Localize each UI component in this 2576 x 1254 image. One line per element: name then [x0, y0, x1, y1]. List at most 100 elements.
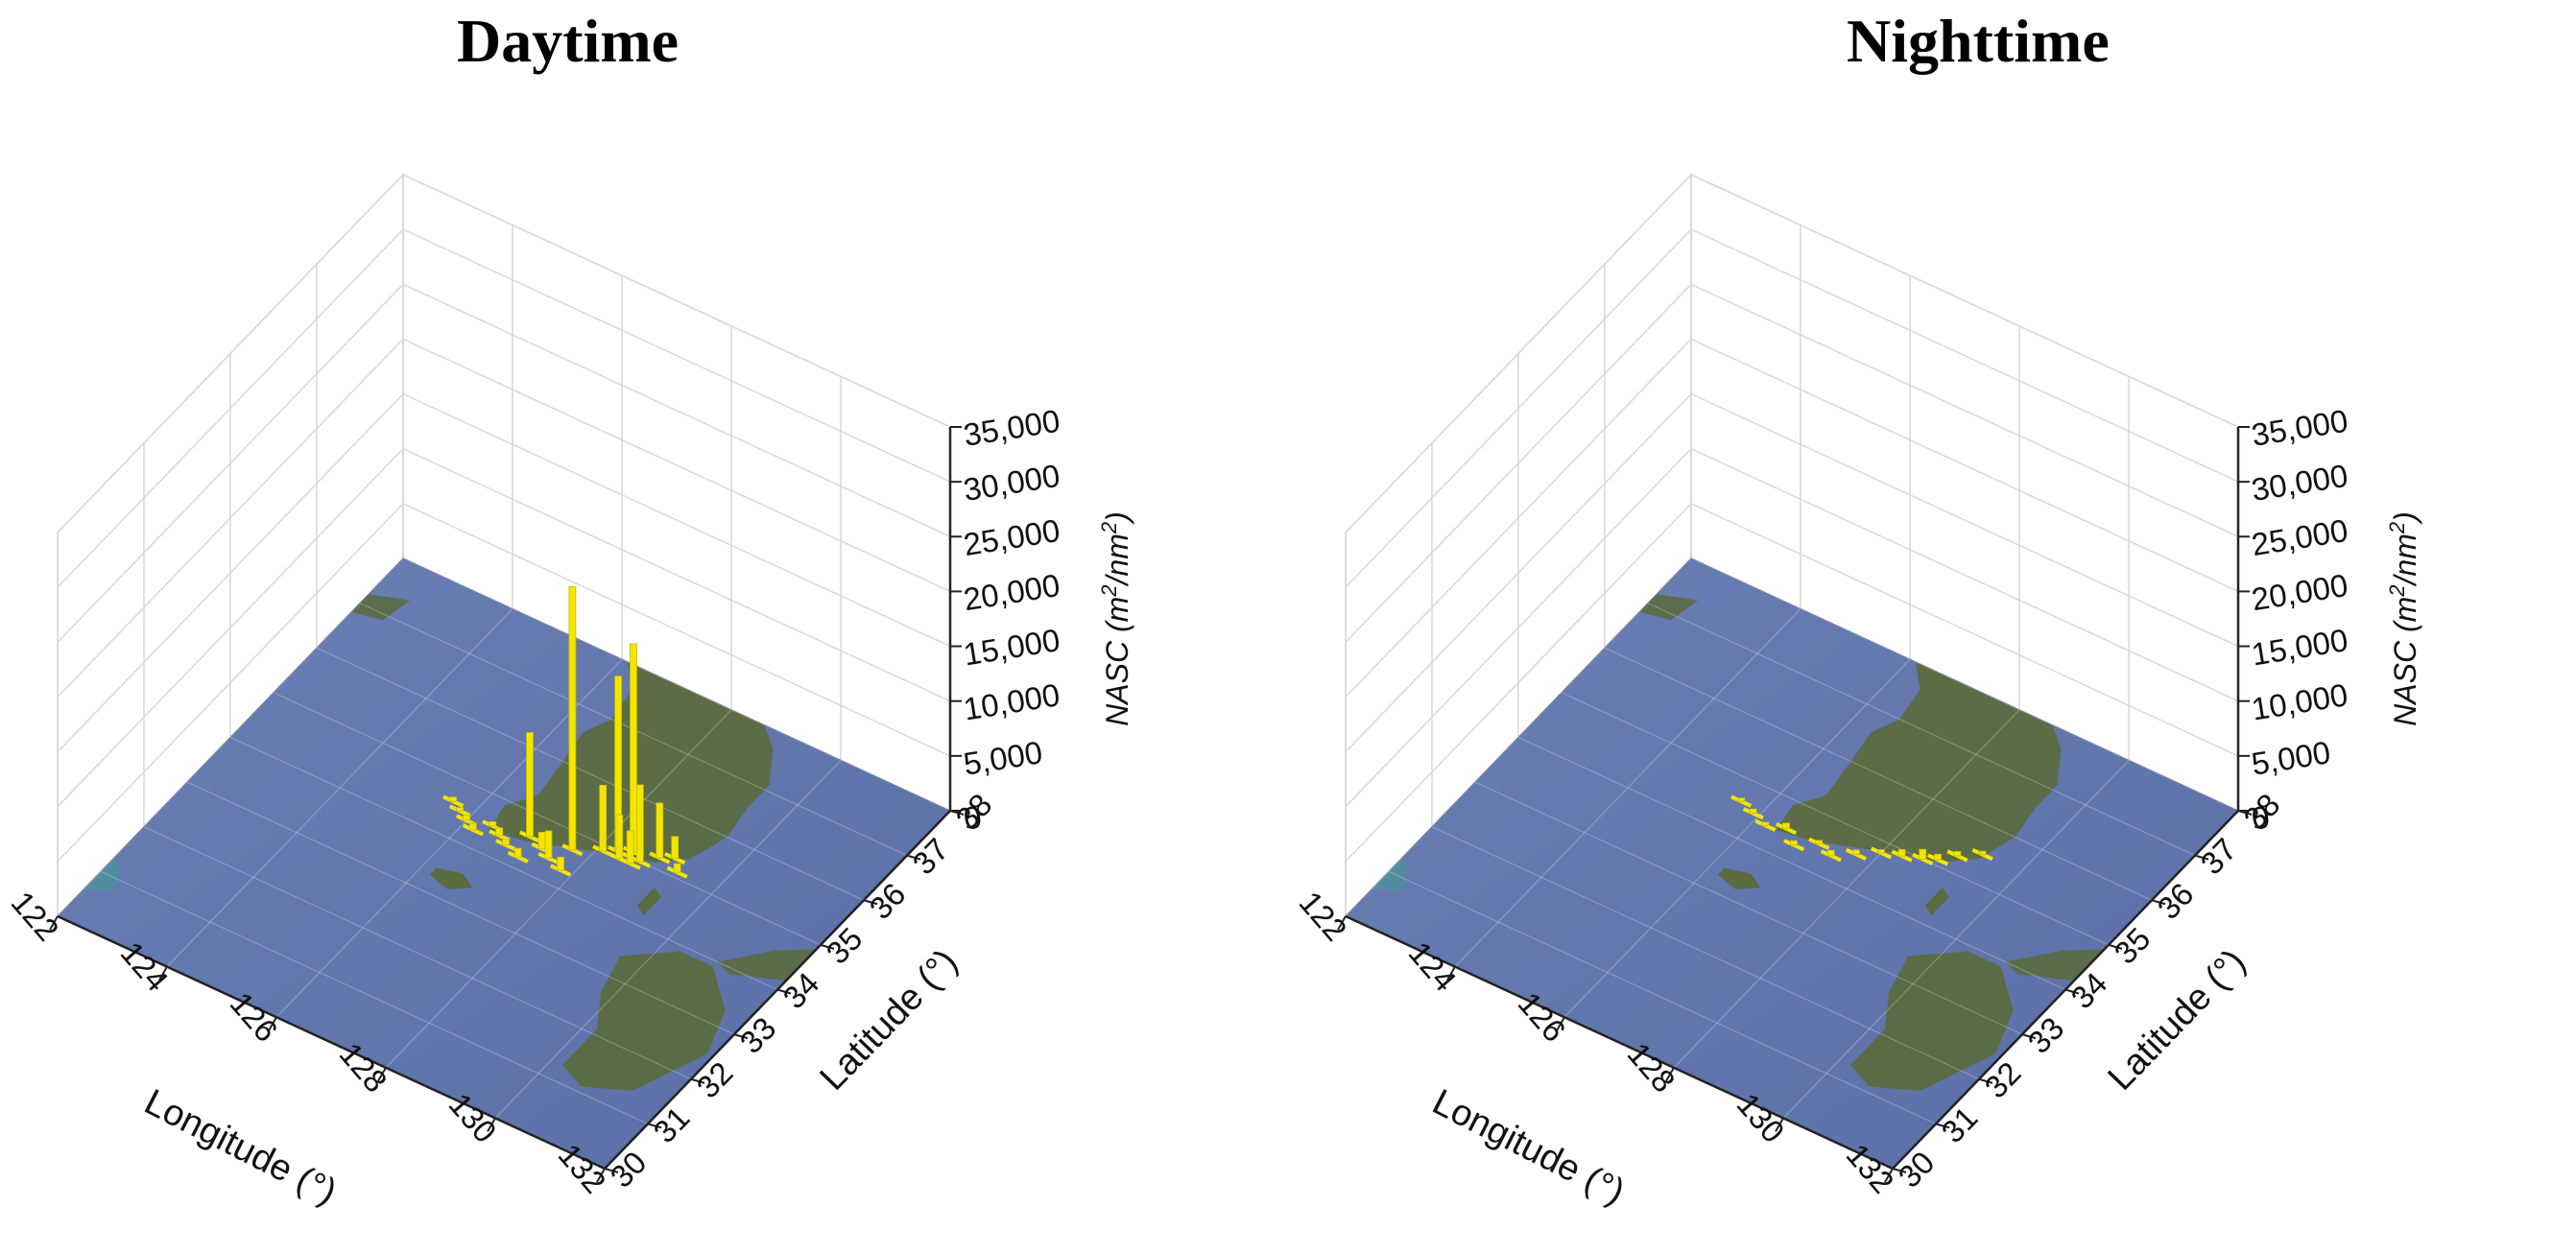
nasc-bar — [513, 847, 522, 858]
floor-grid-lat — [1388, 870, 1937, 1124]
x-tick-mark — [1446, 966, 1456, 982]
y-tick-mark — [820, 943, 835, 950]
shandong-tip — [351, 594, 411, 621]
floor-grid-lat — [402, 557, 951, 812]
floor-grid — [1345, 557, 2239, 1170]
nasc-bar — [636, 784, 644, 863]
floor-grid-lat — [100, 870, 649, 1124]
china-coast — [1371, 858, 1409, 891]
y-tick-mark — [2194, 854, 2209, 861]
z-tick-label: 25,000 — [2249, 512, 2349, 562]
nasc-bar — [656, 802, 664, 859]
nasc-bar — [1737, 797, 1746, 802]
z-title-main: NASC (m — [1100, 597, 1134, 726]
x-tick-mark — [596, 1168, 606, 1183]
daytime-panel: Daytime 122 124 126 128 130 132 30 31 32 33 34 35 36… — [5, 7, 1134, 1213]
z-tick-label: 5,000 — [2249, 734, 2332, 781]
floor-grid-lon — [1345, 557, 1692, 917]
daytime-plot: 12212412612813013230313233343536373805,0… — [5, 173, 1134, 1213]
nasc-bar — [1749, 808, 1757, 815]
floor-grid — [57, 557, 951, 1170]
nasc-bar — [1953, 851, 1962, 857]
y-tick-mark — [2064, 988, 2080, 995]
nasc-bar — [673, 863, 681, 873]
nasc-bar — [1978, 850, 1987, 855]
nasc-bar — [544, 830, 553, 859]
nasc-bar — [1919, 848, 1927, 860]
z-tick-label: 30,000 — [2249, 458, 2349, 508]
floor-grid-lon — [1454, 608, 1801, 968]
floor-grid-lon — [57, 557, 404, 917]
floor-grid-lat — [1431, 826, 1980, 1080]
nasc-bars — [442, 586, 688, 879]
basemap-land — [1371, 594, 2105, 1091]
y-tick-mark — [647, 1123, 662, 1129]
jeju-island — [1717, 867, 1761, 889]
nasc-bar — [1934, 853, 1942, 861]
z-tick-label: 25,000 — [961, 512, 1061, 562]
floor-grid-lon — [166, 608, 513, 968]
floor-grid-lon — [494, 759, 842, 1119]
y-tick-mark — [733, 1033, 749, 1040]
z-title-sup1: 2 — [1097, 584, 1121, 597]
z-axis-title: NASC (m2/nm2) — [1097, 511, 1134, 726]
y-tick-mark — [776, 988, 792, 995]
china-coast — [83, 858, 121, 891]
y-axis-title: Latitude (°) — [813, 942, 966, 1099]
z-tick-label: 10,000 — [2249, 676, 2349, 726]
z-title-mid: /nm — [2388, 533, 2422, 586]
z-tick-label: 5,000 — [961, 734, 1044, 781]
tsushima-island — [636, 887, 661, 915]
nasc-bar — [1782, 822, 1790, 829]
kyushu-island — [561, 951, 726, 1091]
x-tick-mark — [1337, 915, 1347, 931]
jeju-island — [429, 867, 473, 889]
x-tick-mark — [487, 1117, 496, 1132]
x-tick-mark — [1556, 1016, 1565, 1031]
nasc-bar — [626, 830, 634, 864]
nasc-bar — [1852, 849, 1860, 855]
nasc-bar — [1897, 848, 1906, 857]
nasc-bar — [1761, 821, 1770, 826]
z-title-sup2: 2 — [1097, 522, 1121, 534]
nasc-bar — [463, 814, 470, 821]
x-axis-line — [1345, 914, 1894, 1171]
x-tick-mark — [49, 915, 59, 931]
floor-grid-lon — [1673, 709, 2020, 1069]
z-tick-label: 20,000 — [2249, 567, 2349, 617]
floor-grid-lat — [1474, 781, 2023, 1035]
y-tick-mark — [2021, 1033, 2037, 1040]
nasc-bar — [537, 832, 546, 849]
y-tick-mark — [604, 1168, 619, 1173]
z-tick-label: 15,000 — [961, 622, 1061, 672]
nasc-bar — [489, 820, 497, 827]
z-title-sup1: 2 — [2385, 584, 2409, 597]
floor-grid-lat — [229, 736, 778, 991]
nighttime-panel: Nighttime 122 124 126 128 130 132 30 31 32 33 34 35… — [1288, 0, 2576, 1254]
nasc-bar — [1815, 840, 1824, 844]
shandong-tip — [1639, 594, 1699, 621]
nasc-bar — [456, 807, 465, 812]
kyushu-island — [1849, 951, 2014, 1091]
nasc-bar — [1877, 849, 1885, 854]
x-tick-mark — [268, 1016, 277, 1031]
tsushima-island — [1924, 887, 1949, 915]
z-tick-label: 20,000 — [961, 567, 1061, 617]
x-tick-mark — [1884, 1168, 1894, 1183]
daytime-title: Daytime — [457, 7, 680, 75]
y-tick-mark — [690, 1077, 705, 1084]
honshu-tip — [2005, 949, 2105, 982]
x-tick-mark — [158, 966, 168, 982]
y-tick-mark — [2108, 943, 2123, 950]
floor-grid-lat — [186, 781, 735, 1035]
floor-grid-lat — [1647, 603, 2196, 857]
z-title-mid: /nm — [1100, 533, 1134, 586]
y-tick-mark — [1978, 1077, 1993, 1084]
nasc-bar — [599, 784, 608, 852]
floor-grid-lat — [143, 826, 692, 1080]
z-tick-label: 30,000 — [961, 458, 1061, 508]
y-tick-mark — [1892, 1168, 1907, 1173]
z-title-end: ) — [2388, 511, 2422, 526]
z-tick-label: 0 — [961, 798, 984, 836]
floor-grid-lon — [1563, 658, 1911, 1018]
